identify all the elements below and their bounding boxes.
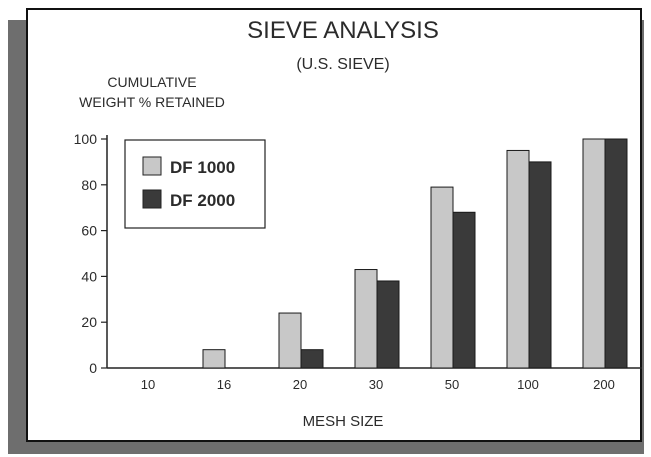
bar-df2000-100: [528, 161, 552, 369]
bar-df2000-30: [376, 280, 400, 369]
chart-subtitle: (U.S. SIEVE): [296, 56, 389, 73]
y-axis-label-line2: WEIGHT % RETAINED: [79, 94, 225, 110]
bar-df1000-100: [506, 149, 530, 369]
x-tick-label: 50: [445, 377, 459, 392]
legend-box: [124, 139, 266, 229]
x-tick-label: 200: [593, 377, 615, 392]
y-tick-label: 40: [81, 268, 97, 284]
bar-df1000-20: [278, 312, 302, 369]
x-tick-label: 30: [369, 377, 383, 392]
x-ticks: 10 16 20 30 50 100 200: [141, 377, 615, 392]
legend-swatch-df1000: [142, 156, 162, 176]
y-tick-label: 20: [81, 314, 97, 330]
legend-swatch-df2000: [142, 189, 162, 209]
bars: [202, 138, 628, 369]
chart-title: SIEVE ANALYSIS: [247, 17, 439, 44]
x-tick-label: 100: [517, 377, 539, 392]
bar-df2000-200: [604, 138, 628, 369]
y-tick-label: 0: [89, 360, 97, 376]
bar-df1000-30: [354, 269, 378, 369]
y-axis-label-line1: CUMULATIVE: [107, 74, 196, 90]
bar-df1000-16: [202, 349, 226, 369]
x-tick-label: 10: [141, 377, 155, 392]
y-ticks: 0 20 40 60 80 100: [74, 131, 107, 376]
bar-df1000-200: [582, 138, 606, 369]
x-tick-label: 16: [217, 377, 231, 392]
y-tick-label: 60: [81, 223, 97, 239]
bar-df1000-50: [430, 186, 454, 369]
bar-df2000-50: [452, 211, 476, 369]
x-tick-label: 20: [293, 377, 307, 392]
legend-label-df1000: DF 1000: [170, 158, 235, 177]
legend: DF 1000 DF 2000: [124, 139, 266, 229]
y-tick-label: 80: [81, 177, 97, 193]
x-axis-label: MESH SIZE: [303, 413, 384, 430]
y-tick-label: 100: [74, 131, 98, 147]
bar-df2000-20: [300, 349, 324, 369]
legend-label-df2000: DF 2000: [170, 191, 235, 210]
